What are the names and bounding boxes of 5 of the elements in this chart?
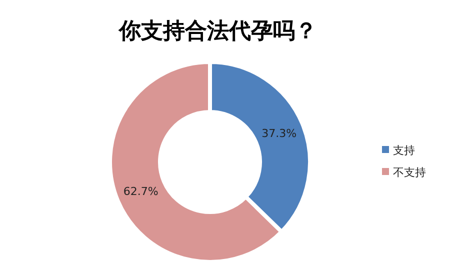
data-label: 37.3% (262, 126, 297, 140)
legend-label: 支持 (393, 144, 415, 157)
data-label: 62.7% (123, 185, 158, 198)
chart-title: 你支持合法代孕吗？ (118, 19, 317, 44)
legend-label: 不支持 (393, 166, 426, 179)
